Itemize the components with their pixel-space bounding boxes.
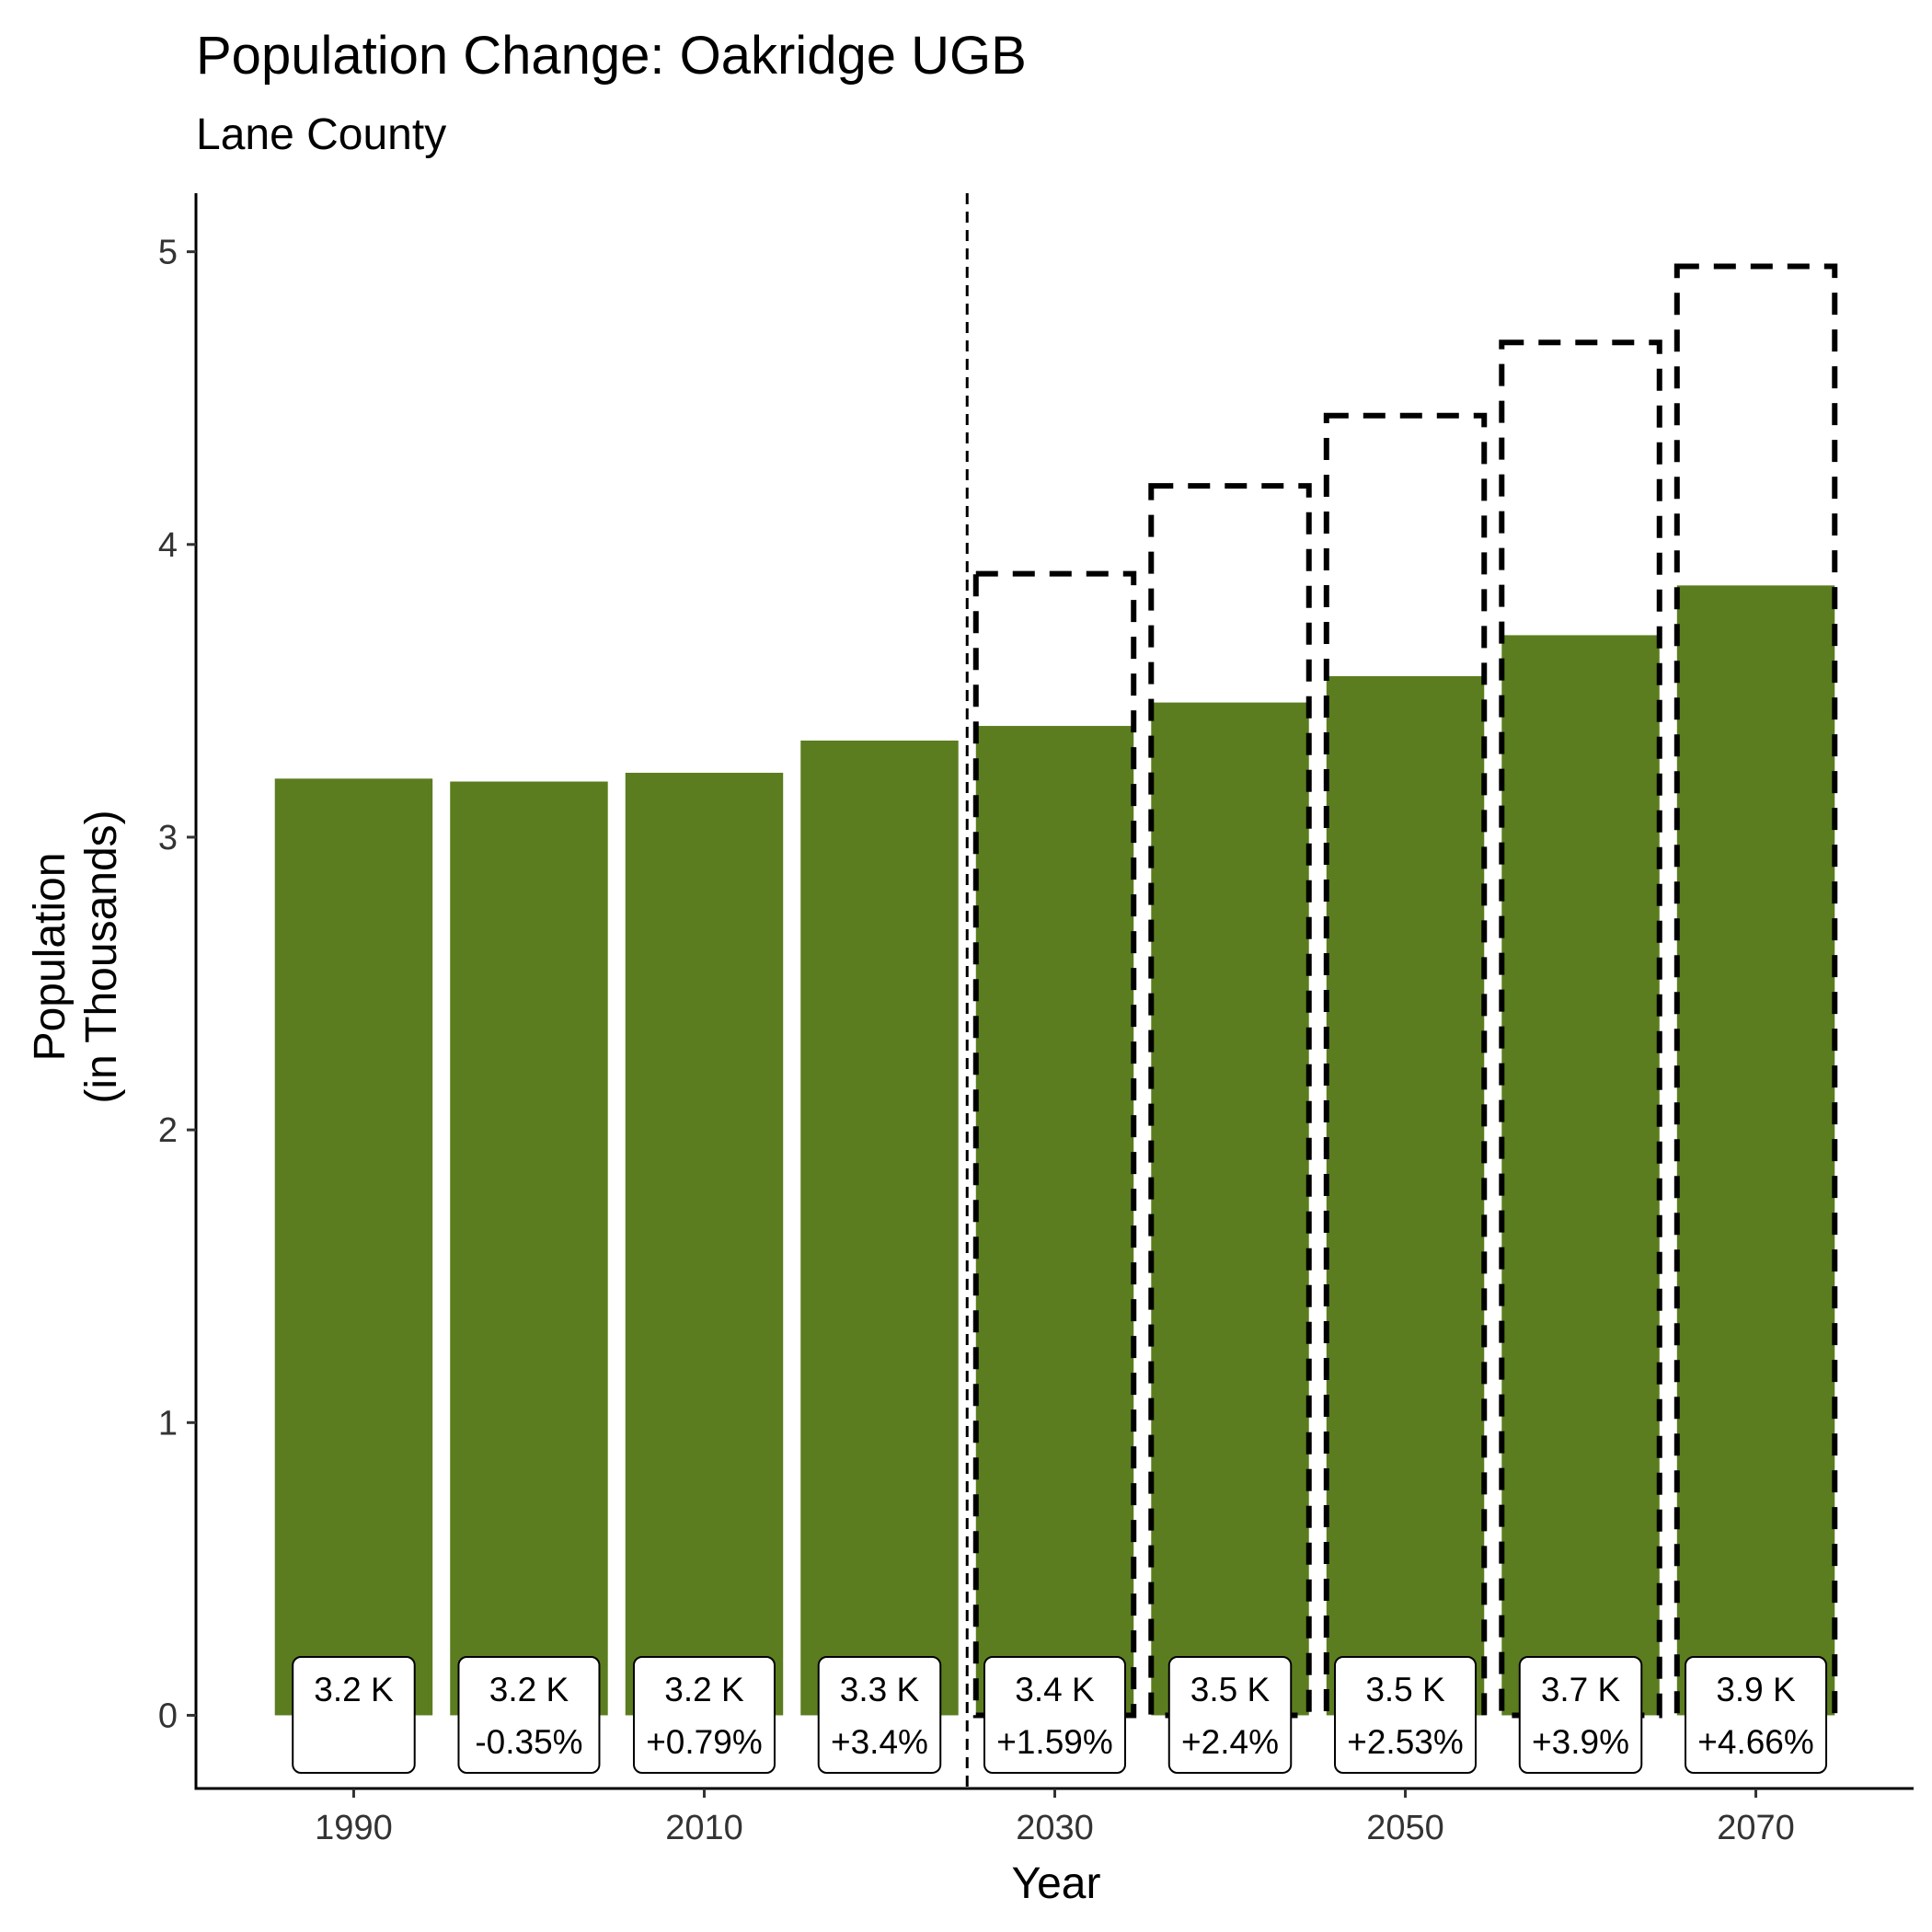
data-label-change: +0.79% xyxy=(646,1723,763,1761)
bar-2050 xyxy=(1326,675,1485,1716)
bar-2060 xyxy=(1501,635,1660,1716)
bars-layer xyxy=(274,585,1835,1716)
bar-2000 xyxy=(450,781,608,1716)
y-tick-label-1: 1 xyxy=(158,1404,178,1443)
data-label-box xyxy=(983,1656,1126,1774)
y-tick-label-5: 5 xyxy=(158,234,178,272)
data-label-change: +4.66% xyxy=(1697,1723,1814,1761)
data-label-box xyxy=(1685,1656,1828,1774)
data-label-1990: 3.2 K xyxy=(292,1656,416,1774)
data-label-change: +3.4% xyxy=(831,1723,928,1761)
bar-2020 xyxy=(800,740,959,1716)
projection-bar-2070 xyxy=(1673,263,1838,1719)
data-label-box xyxy=(1334,1656,1478,1774)
x-tick-label-2010: 2010 xyxy=(665,1809,743,1847)
projection-bar-2060 xyxy=(1499,339,1662,1719)
data-label-change: +3.9% xyxy=(1532,1723,1629,1761)
data-label-2050: 3.5 K +2.53% xyxy=(1334,1656,1478,1774)
projection-bar-2050 xyxy=(1323,412,1488,1719)
y-tick-label-2: 2 xyxy=(158,1111,178,1150)
data-label-box xyxy=(1518,1656,1643,1774)
data-label-change: +2.4% xyxy=(1181,1723,1279,1761)
y-axis-title-line-1: Population xyxy=(26,853,75,1062)
data-label-value: 3.9 K xyxy=(1716,1671,1796,1708)
data-label-change: -0.35% xyxy=(475,1723,582,1761)
data-label-2040: 3.5 K +2.4% xyxy=(1167,1656,1293,1774)
bar-1990 xyxy=(274,778,433,1716)
y-tick-label-3: 3 xyxy=(158,819,178,857)
data-label-box xyxy=(632,1656,776,1774)
x-tick-label-2030: 2030 xyxy=(1016,1809,1094,1847)
data-label-2000: 3.2 K -0.35% xyxy=(457,1656,601,1774)
bar-2030 xyxy=(975,726,1134,1716)
data-label-box xyxy=(457,1656,601,1774)
axes-layer: 0 1 2 3 4 5 1990 2010 2030 2050 2070 xyxy=(158,193,1914,1847)
chart-subtitle: Lane County xyxy=(196,110,446,159)
data-label-value: 3.2 K xyxy=(489,1671,569,1708)
x-tick-label-2070: 2070 xyxy=(1717,1809,1795,1847)
data-label-value: 3.5 K xyxy=(1190,1671,1271,1708)
y-tick-label-4: 4 xyxy=(158,526,178,565)
data-labels-layer: 3.2 K 3.2 K -0.35% 3.2 K +0.79% 3.3 K +3.4% 3.4… xyxy=(292,1656,1828,1774)
data-label-value: 3.2 K xyxy=(664,1671,744,1708)
data-label-2070: 3.9 K +4.66% xyxy=(1685,1656,1828,1774)
chart-title: Population Change: Oakridge UGB xyxy=(196,26,1027,86)
data-label-2030: 3.4 K +1.59% xyxy=(983,1656,1126,1774)
data-label-box xyxy=(817,1656,942,1774)
data-label-value: 3.4 K xyxy=(1015,1671,1095,1708)
data-label-2060: 3.7 K +3.9% xyxy=(1518,1656,1643,1774)
bar-2070 xyxy=(1676,585,1835,1716)
data-label-value: 3.5 K xyxy=(1365,1671,1445,1708)
data-label-value: 3.3 K xyxy=(840,1671,920,1708)
data-label-2010: 3.2 K +0.79% xyxy=(632,1656,776,1774)
data-label-value: 3.2 K xyxy=(314,1671,394,1708)
x-tick-label-2050: 2050 xyxy=(1366,1809,1444,1847)
projection-bar-2040 xyxy=(1148,483,1312,1719)
data-label-change: +1.59% xyxy=(996,1723,1113,1761)
x-axis-title: Year xyxy=(1012,1859,1101,1908)
data-label-box xyxy=(292,1656,416,1774)
bar-2010 xyxy=(625,772,784,1716)
data-label-box xyxy=(1167,1656,1293,1774)
data-label-value: 3.7 K xyxy=(1541,1671,1621,1708)
x-tick-label-1990: 1990 xyxy=(315,1809,393,1847)
y-tick-label-0: 0 xyxy=(158,1696,178,1735)
data-label-2020: 3.3 K +3.4% xyxy=(817,1656,942,1774)
data-label-change: +2.53% xyxy=(1347,1723,1464,1761)
y-axis-title: Population (in Thousands) xyxy=(26,810,126,1103)
bar-2040 xyxy=(1151,702,1309,1716)
y-axis-title-line-2: (in Thousands) xyxy=(77,810,126,1103)
